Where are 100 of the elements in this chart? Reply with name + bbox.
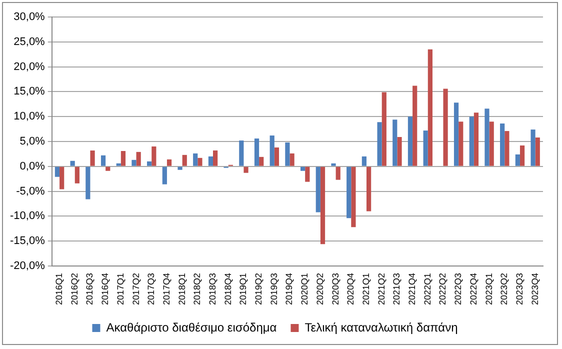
x-tick-label: 2016Q2 — [69, 272, 80, 306]
bar — [166, 159, 172, 166]
x-tick-label: 2018Q2 — [192, 272, 202, 306]
bar — [408, 116, 413, 166]
x-tick-label: 2021Q3 — [392, 272, 402, 306]
bar — [86, 166, 90, 200]
y-tick-label: 15,0% — [14, 86, 46, 98]
bar — [336, 166, 340, 180]
bar — [152, 146, 156, 166]
x-tick-label: 2021Q4 — [407, 272, 418, 306]
bar — [116, 163, 121, 166]
x-tick-label: 2018Q3 — [207, 272, 218, 306]
x-tick-label: 2018Q1 — [176, 272, 187, 306]
bar — [305, 166, 310, 182]
bar — [74, 166, 80, 184]
x-tick-label: 2019Q2 — [254, 272, 264, 306]
bar — [259, 156, 264, 166]
x-tick-label: 2023Q1 — [484, 272, 494, 306]
bar — [213, 150, 218, 166]
bar — [428, 49, 432, 166]
x-tick-label: 2018Q4 — [222, 272, 233, 306]
x-tick-label: 2016Q1 — [54, 272, 64, 306]
x-tick-label: 2020Q1 — [300, 272, 310, 306]
bar — [54, 166, 60, 177]
bar — [423, 130, 428, 166]
bar — [270, 136, 274, 166]
bar — [351, 166, 356, 228]
bar — [362, 156, 366, 166]
x-tick-label: 2019Q3 — [268, 272, 279, 306]
x-tick-label: 2023Q3 — [514, 272, 524, 306]
x-tick-label: 2023Q2 — [499, 272, 510, 306]
bar — [382, 92, 386, 166]
bar — [346, 166, 352, 218]
bar — [443, 88, 448, 166]
bar — [412, 86, 418, 166]
bar — [274, 147, 280, 166]
bar — [60, 166, 64, 190]
bar — [320, 166, 326, 244]
bar — [106, 166, 110, 171]
x-tick-label: 2017Q3 — [146, 272, 156, 306]
x-tick-label: 2022Q3 — [453, 272, 464, 306]
bar — [120, 150, 126, 166]
bar — [132, 160, 136, 166]
y-tick-label: 0,0% — [20, 160, 46, 172]
bar — [458, 122, 464, 166]
y-tick-label: 10,0% — [14, 110, 46, 123]
x-tick-label: 2016Q4 — [100, 272, 110, 306]
bar — [290, 153, 294, 166]
bar — [239, 140, 244, 166]
x-tick-label: 2017Q1 — [115, 272, 126, 306]
bar — [244, 166, 248, 173]
y-tick-label: -10,0% — [10, 210, 46, 222]
x-tick-label: 2022Q4 — [468, 272, 478, 306]
bar — [489, 122, 494, 166]
bar — [300, 166, 306, 171]
bar — [100, 155, 106, 166]
y-tick-label: 25,0% — [14, 36, 46, 48]
bar — [397, 137, 402, 166]
y-tick-label: 30,0% — [14, 11, 46, 24]
x-tick-label: 2020Q3 — [330, 272, 340, 306]
bar — [70, 160, 75, 166]
bar — [316, 166, 320, 212]
bar — [530, 130, 536, 166]
legend-label: Τελική καταναλωτική δαπάνη — [304, 320, 458, 334]
bar — [331, 163, 336, 166]
bar — [254, 138, 260, 166]
x-tick-label: 2020Q2 — [314, 272, 325, 306]
x-tick-label: 2021Q2 — [376, 272, 386, 306]
bar — [535, 138, 540, 166]
x-tick-label: 2023Q4 — [530, 272, 540, 306]
bar — [193, 153, 198, 166]
bar — [377, 122, 382, 166]
bar — [136, 152, 141, 166]
x-tick-label: 2022Q2 — [438, 272, 448, 306]
x-tick-label: 2021Q1 — [360, 272, 371, 306]
y-tick-label: 20,0% — [14, 60, 46, 73]
bar — [454, 102, 459, 166]
x-tick-label: 2019Q1 — [238, 272, 248, 306]
bar — [515, 154, 520, 166]
bar — [392, 120, 398, 166]
y-tick-label: -5,0% — [16, 185, 46, 198]
x-tick-label: 2017Q2 — [130, 272, 141, 306]
bar — [500, 124, 505, 166]
bar — [178, 166, 182, 170]
x-tick-label: 2020Q4 — [346, 272, 356, 306]
bar — [162, 166, 167, 184]
bar — [504, 131, 510, 166]
bar — [147, 161, 152, 166]
x-tick-label: 2017Q4 — [161, 272, 172, 306]
bar — [366, 166, 372, 212]
x-tick-label: 2022Q1 — [422, 272, 432, 306]
x-tick-label: 2019Q4 — [284, 272, 294, 306]
bar — [474, 112, 479, 166]
bar — [484, 108, 490, 166]
bar — [208, 156, 214, 166]
y-tick-label: -15,0% — [10, 235, 46, 248]
y-tick-label: -20,0% — [10, 260, 46, 272]
bar — [90, 150, 95, 166]
bar — [285, 142, 290, 166]
legend-label: Ακαθάριστο διαθέσιμο εισόδημα — [106, 320, 277, 334]
